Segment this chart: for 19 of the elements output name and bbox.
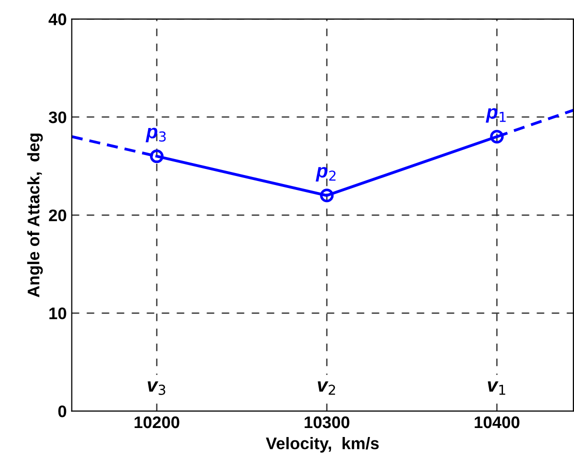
x-tick-label: 10400 (474, 416, 520, 428)
y-tick-label: 40 (48, 13, 66, 26)
y-tick-label: 30 (48, 111, 66, 124)
y-tick-label: 20 (48, 209, 66, 222)
point (150, 149, 164, 164)
annotation: v$_{3}$ (148, 381, 166, 395)
x-tick-label: 10300 (304, 416, 350, 428)
y-tick-label: 0 (58, 406, 66, 418)
y-axis-title: Angle of Attack, deg (27, 134, 43, 298)
point (490, 130, 504, 144)
annotation: v$_{2}$ (318, 381, 336, 395)
x-tick-label: 10200 (134, 416, 180, 428)
annotation: v$_{1}$ (488, 381, 506, 395)
y-tick-label: 10 (49, 307, 66, 320)
annotation: p$_{1}$ (486, 108, 506, 123)
annotation: p$_{3}$ (146, 128, 166, 142)
annotation: p$_{2}$ (316, 166, 336, 182)
x-axis-title: Velocity, km/s (266, 437, 379, 453)
point (320, 188, 334, 202)
